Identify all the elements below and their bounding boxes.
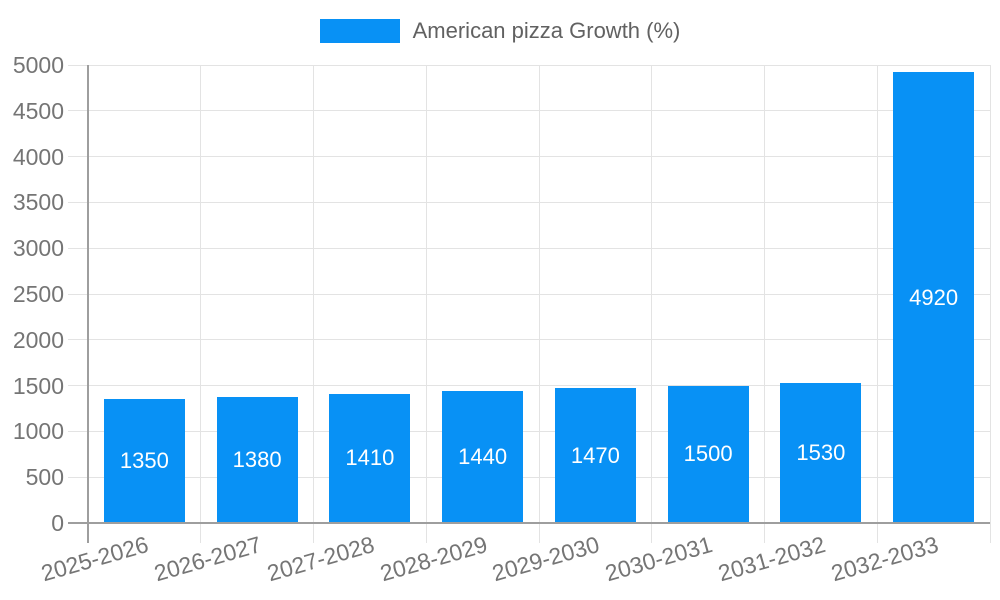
x-axis-line [68, 522, 990, 524]
y-tick-label: 2500 [12, 281, 64, 307]
y-gridline [68, 156, 990, 158]
bar-value-label: 1350 [119, 448, 169, 474]
bar-value-label: 1410 [345, 445, 395, 471]
x-tick-label: 2026-2027 [151, 531, 265, 587]
y-gridline [68, 385, 990, 387]
y-tick-label: 500 [25, 464, 64, 491]
x-tick-label: 2027-2028 [264, 531, 378, 587]
bar [780, 382, 862, 523]
y-gridline [68, 247, 990, 249]
legend-label: American pizza Growth (%) [412, 18, 681, 43]
x-tick-label: 2032-2033 [827, 531, 941, 587]
x-gridline [764, 65, 765, 543]
y-gridline [68, 64, 990, 66]
bar [216, 396, 298, 523]
y-tick-label: 3500 [12, 189, 64, 216]
y-tick-label: 3000 [12, 235, 64, 262]
x-gridline [425, 65, 427, 543]
x-gridline [538, 65, 540, 543]
x-gridline [876, 65, 878, 543]
y-tick-label: 0 [51, 510, 64, 536]
chart-legend: American pizza Growth (%) [0, 17, 1000, 45]
bar-value-label: 1470 [570, 442, 620, 468]
bar [442, 391, 524, 523]
x-gridline [989, 65, 991, 543]
x-tick-label: 2031-2032 [715, 531, 829, 587]
y-gridline [68, 339, 990, 341]
legend-color-swatch [319, 19, 400, 43]
y-gridline [68, 110, 990, 112]
y-tick-label: 1000 [12, 418, 64, 445]
x-tick-label: 2025-2026 [38, 531, 152, 587]
y-gridline [68, 476, 990, 478]
y-tick-label: 2000 [12, 326, 64, 353]
bar-value-label: 1500 [683, 441, 733, 467]
x-gridline [313, 65, 314, 543]
y-tick-label: 5000 [12, 52, 64, 78]
y-gridline [68, 293, 990, 295]
x-gridline [651, 65, 653, 543]
y-gridline [68, 430, 990, 432]
y-axis-line [87, 65, 89, 543]
y-tick-label: 1500 [12, 372, 64, 399]
x-tick-label: 2029-2030 [489, 531, 603, 587]
bar-value-label: 1380 [232, 446, 282, 472]
x-gridline [200, 65, 202, 543]
bar [893, 72, 975, 523]
bar [554, 388, 636, 523]
bar [667, 385, 749, 523]
y-tick-label: 4500 [12, 97, 64, 124]
y-tick-label: 4000 [12, 143, 64, 170]
bar [103, 399, 185, 523]
bar [329, 393, 411, 523]
y-gridline [68, 201, 990, 203]
x-tick-label: 2030-2031 [602, 531, 716, 587]
bar-value-label: 1440 [458, 444, 508, 470]
x-tick-label: 2028-2029 [376, 531, 490, 587]
bar-value-label: 1530 [796, 439, 846, 465]
bar-value-label: 4920 [909, 284, 959, 310]
